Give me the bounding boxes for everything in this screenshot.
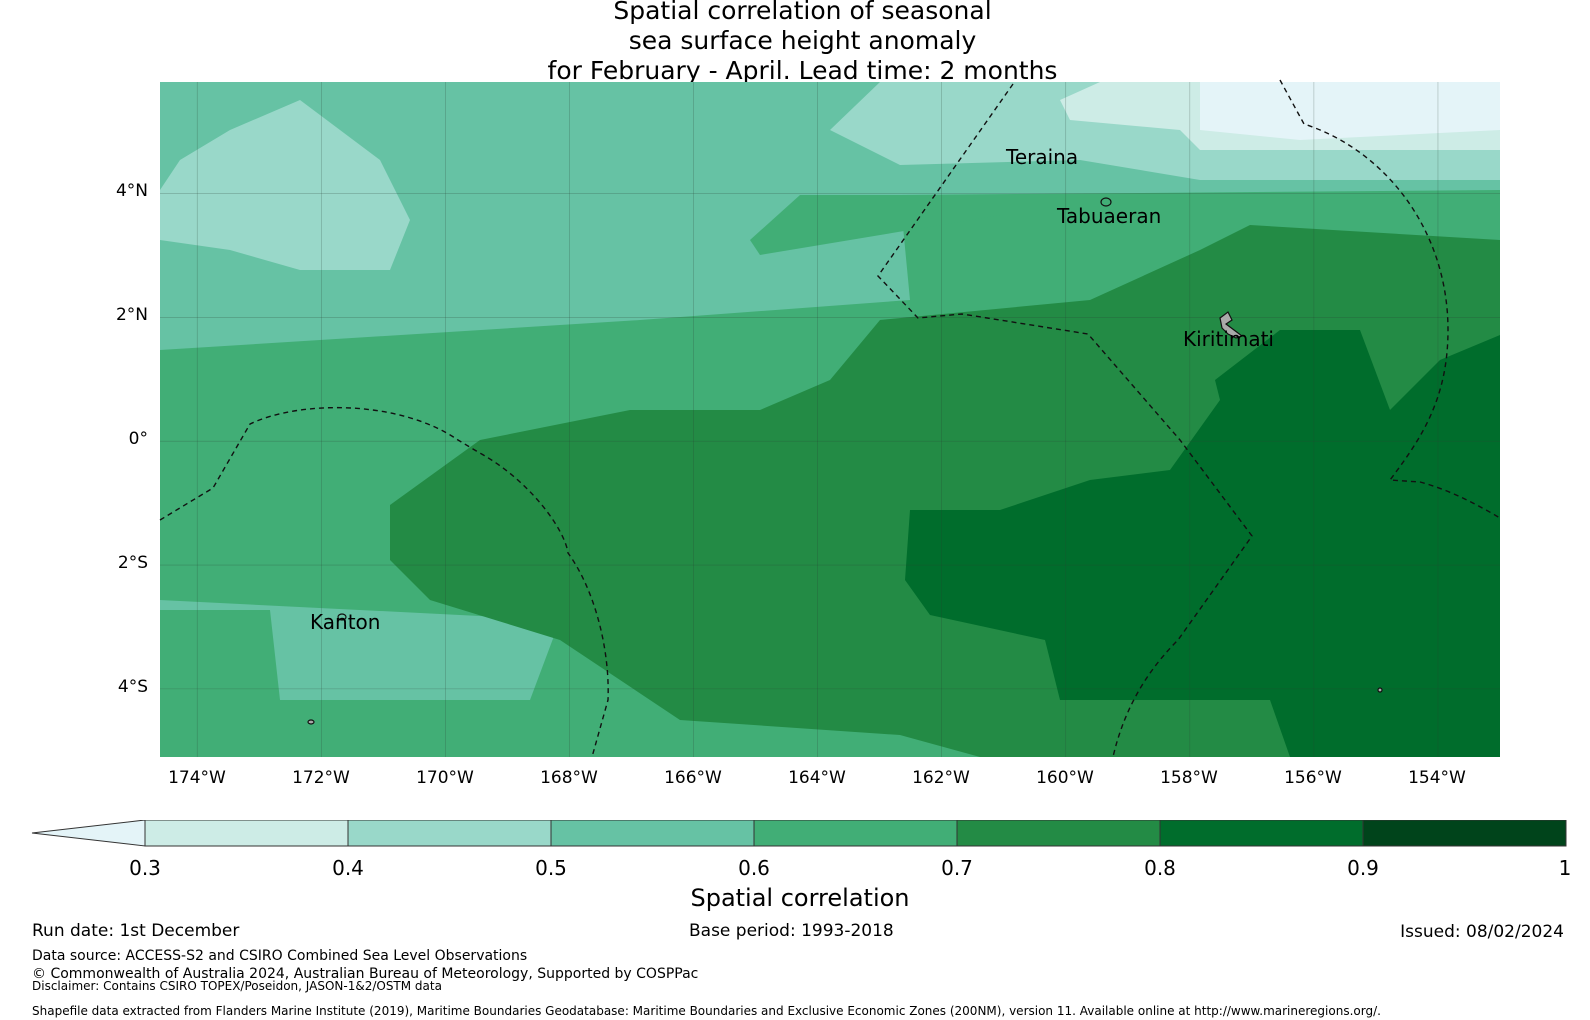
data-source: Data source: ACCESS-S2 and CSIRO Combine…	[32, 948, 528, 964]
lon-label-162w: 162°W	[912, 768, 970, 788]
copyright: © Commonwealth of Australia 2024, Austra…	[32, 966, 699, 982]
colorbar-extend-arrow	[31, 820, 146, 847]
lat-label-2s: 2°S	[117, 553, 148, 573]
colorbar-tick-0-7: 0.7	[941, 856, 973, 880]
island-kanton	[337, 613, 347, 621]
island-tabuaeran	[1100, 197, 1112, 207]
eez-boundary-kiritimati	[1279, 79, 1501, 519]
eez-boundary-line-islands	[877, 83, 1253, 758]
lon-label-158w: 158°W	[1160, 768, 1218, 788]
lon-label-156w: 156°W	[1284, 768, 1342, 788]
field-0-6-east-band	[750, 195, 1000, 255]
place-label-teraina: Teraina	[1006, 145, 1079, 169]
colorbar-box-6	[1159, 820, 1364, 847]
lon-label-168w: 168°W	[540, 768, 598, 788]
base-period: Base period: 1993-2018	[689, 921, 894, 941]
field-0-8-east	[905, 330, 1500, 757]
colorbar-box-5	[956, 820, 1161, 847]
shapefile-credit: Shapefile data extracted from Flanders M…	[32, 1004, 1381, 1018]
island-minor-2	[1377, 687, 1383, 693]
correlation-map[interactable]	[0, 0, 1590, 800]
colorbar-tick-0-5: 0.5	[535, 856, 567, 880]
colorbar-box-7	[1362, 820, 1567, 847]
lat-label-2n: 2°N	[115, 305, 148, 325]
title-line-3: for February - April. Lead time: 2 month…	[547, 56, 1058, 85]
place-label-tabuaeran: Tabuaeran	[1057, 204, 1162, 228]
colorbar-box-3	[550, 820, 755, 847]
place-label-kiritimati: Kiritimati	[1183, 327, 1274, 351]
lon-label-164w: 164°W	[788, 768, 846, 788]
lon-label-154w: 154°W	[1408, 768, 1466, 788]
colorbar-box-1	[144, 820, 349, 847]
eez-boundaries	[159, 79, 1501, 758]
field-0-4-west	[160, 100, 410, 270]
lat-label-4s: 4°S	[117, 677, 148, 697]
lon-label-174w: 174°W	[168, 768, 226, 788]
lat-label-0: 0°	[128, 429, 148, 449]
issued-date: Issued: 08/02/2024	[1400, 922, 1564, 942]
colorbar-tick-0-3: 0.3	[129, 856, 161, 880]
disclaimer: Disclaimer: Contains CSIRO TOPEX/Poseido…	[32, 979, 442, 993]
lon-label-160w: 160°W	[1036, 768, 1094, 788]
title-line-2: sea surface height anomaly	[628, 26, 977, 55]
lon-label-166w: 166°W	[664, 768, 722, 788]
island-minor-1	[307, 719, 315, 725]
map-gridlines	[160, 82, 1500, 757]
colorbar-box-2	[347, 820, 552, 847]
field-0-25-corner	[1200, 82, 1500, 140]
run-date: Run date: 1st December	[32, 921, 240, 941]
island-kiritimati	[1219, 311, 1244, 339]
lat-label-4n: 4°N	[115, 181, 148, 201]
colorbar-tick-0-4: 0.4	[332, 856, 364, 880]
eez-boundary-phoenix	[159, 406, 609, 758]
title-line-1: Spatial correlation of seasonal	[613, 0, 992, 25]
colorbar-tick-0-6: 0.6	[738, 856, 770, 880]
colorbar-boxes	[31, 820, 1567, 847]
lon-label-172w: 172°W	[292, 768, 350, 788]
colorbar	[31, 820, 1567, 847]
colorbar-box-4	[753, 820, 958, 847]
colorbar-tick-0-8: 0.8	[1144, 856, 1176, 880]
colorbar-tick-1: 1	[1558, 856, 1572, 880]
colorbar-label: Spatial correlation	[690, 884, 910, 912]
lon-label-170w: 170°W	[416, 768, 474, 788]
chart-title: Spatial correlation of seasonal sea surf…	[0, 0, 1590, 86]
place-label-kanton: Kanton	[310, 610, 381, 634]
islands	[307, 197, 1383, 725]
colorbar-tick-0-9: 0.9	[1347, 856, 1379, 880]
correlation-field	[160, 82, 1500, 757]
